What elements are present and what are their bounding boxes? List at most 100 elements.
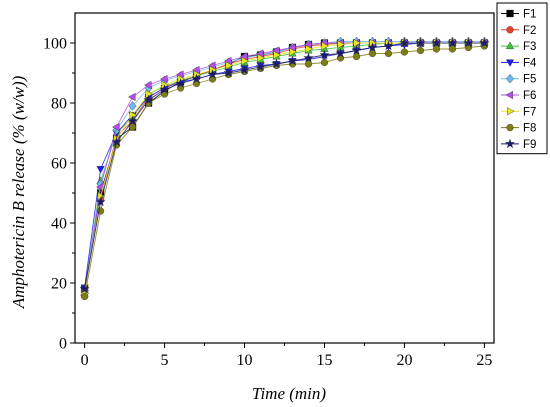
y-tick-label: 60 [51,156,67,173]
series-f9 [79,37,490,294]
data-point [335,48,346,58]
legend: F1 F2 F3 F4 F5 F6 F7 F8 F9 [496,2,548,155]
data-point [175,78,186,88]
x-tick-label: 20 [396,352,412,369]
data-point [415,37,426,48]
legend-marker [505,41,515,50]
x-tick-label: 5 [161,352,169,369]
series-layer [79,36,490,301]
data-point [367,42,378,52]
legend-label: F7 [523,106,536,118]
y-tick-label: 20 [51,276,67,293]
y-tick-label: 0 [59,336,67,353]
series-f8 [80,42,488,301]
data-point [128,92,136,102]
series-line-f8 [84,45,485,297]
data-point [239,64,250,75]
legend-marker [506,26,514,34]
legend-item-f7: F7 [501,106,536,118]
data-point [159,84,170,94]
series-line-f2 [84,42,485,291]
legend-item-f5: F5 [501,74,536,86]
data-point [384,49,393,58]
legend-label: F1 [523,9,536,21]
data-point [191,73,202,84]
legend-marker [505,90,513,100]
data-point [257,53,266,63]
data-point [400,48,409,56]
legend-label: F9 [523,139,536,151]
data-point [383,40,394,51]
data-point [223,67,234,78]
data-point [416,46,425,55]
legend-marker [507,107,515,116]
series-line-f5 [84,41,485,293]
tick-layer: 0 5 10 15 20 25 0 20 40 60 80 100 [43,36,492,370]
data-point [255,61,266,72]
data-point [399,37,410,48]
legend-marker [506,124,514,132]
data-point [287,55,298,66]
legend-item-f6: F6 [501,90,536,102]
data-point [289,47,297,57]
legend-item-f3: F3 [501,41,536,53]
legend-item-f4: F4 [501,57,537,69]
x-tick-label: 15 [316,352,332,369]
data-point [303,52,314,63]
data-point [80,292,89,301]
x-tick-label: 25 [476,352,492,369]
data-point [128,101,137,111]
legend-label: F2 [523,25,536,37]
data-point [353,38,361,48]
data-point [305,44,313,54]
data-point [112,122,120,132]
legend-label: F4 [523,57,537,69]
series-f2 [80,39,488,295]
series-f6 [80,38,488,300]
legend-item-f1: F1 [501,9,536,21]
series-line-f6 [84,42,485,296]
data-point [96,166,105,174]
y-tick-label: 80 [51,96,67,113]
data-point [79,283,90,294]
data-point [160,74,168,84]
data-point [127,115,138,126]
data-point [95,196,106,207]
series-f1 [80,39,488,293]
data-point [207,69,218,79]
legend-label: F5 [523,74,536,86]
x-axis-title: Time (min) [252,384,326,403]
series-line-f3 [84,42,485,294]
data-point [144,80,152,90]
legend-marker [506,9,514,18]
data-point [479,37,490,48]
data-point [319,49,330,60]
series-f5 [80,36,489,297]
data-point [271,58,282,69]
series-line-f7 [84,42,485,294]
data-point [145,89,154,99]
legend-marker [505,59,515,67]
data-point [225,61,234,70]
x-tick-label: 10 [237,352,253,369]
data-point [129,110,138,120]
y-axis-title: Amphotericin B release (% (w/w)) [9,75,28,309]
y-tick-label: 40 [51,216,67,233]
data-point [320,58,329,67]
series-line-f1 [84,42,485,290]
series-f4 [80,40,489,292]
series-line-f9 [84,42,485,290]
legend-label: F8 [523,123,536,135]
data-point [351,45,362,55]
series-f7 [81,38,489,298]
legend-label: F6 [523,90,536,102]
data-point [143,94,154,105]
data-point [321,41,329,51]
legend-item-f8: F8 [501,123,536,135]
x-tick-label: 0 [81,352,89,369]
data-point [241,56,250,66]
data-point [111,136,122,147]
legend-marker [504,138,516,149]
series-line-f4 [84,42,485,288]
